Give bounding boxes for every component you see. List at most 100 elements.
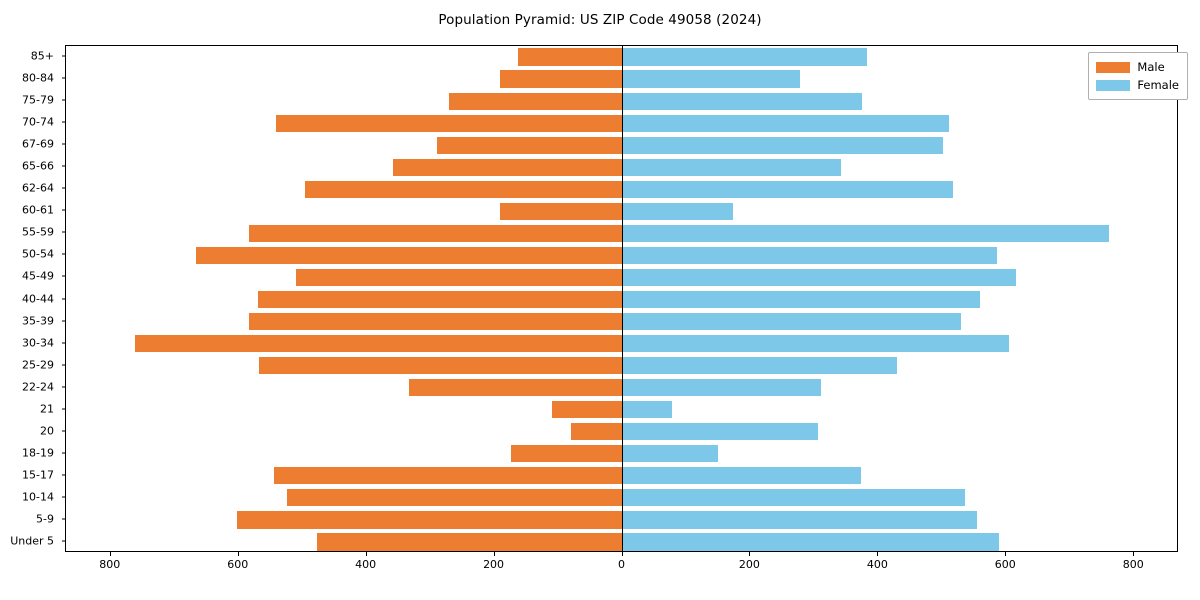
- x-axis-tick-label: 800: [99, 558, 121, 571]
- x-axis-tick-mark: [749, 552, 751, 556]
- bar-row: [66, 511, 1177, 529]
- bar-male[interactable]: [135, 334, 623, 353]
- bar-row: [66, 445, 1177, 463]
- y-axis-tick-mark: [61, 77, 65, 79]
- bar-male[interactable]: [248, 224, 623, 242]
- bar-male[interactable]: [499, 70, 623, 88]
- bar-female[interactable]: [622, 423, 818, 441]
- bar-male[interactable]: [437, 136, 623, 154]
- bar-female[interactable]: [622, 379, 821, 397]
- bar-female[interactable]: [622, 290, 981, 309]
- plot-area: [65, 45, 1178, 552]
- bar-female[interactable]: [622, 114, 949, 132]
- bar-row: [66, 48, 1177, 66]
- legend-swatch-icon: [1096, 79, 1131, 91]
- bar-row: [66, 357, 1177, 375]
- bar-male[interactable]: [552, 401, 623, 419]
- bar-male[interactable]: [286, 489, 623, 507]
- bar-row: [66, 246, 1177, 264]
- bar-female[interactable]: [622, 180, 953, 198]
- legend-entry[interactable]: Male: [1096, 58, 1179, 76]
- bar-male[interactable]: [408, 379, 623, 397]
- x-axis-tick-label: 400: [866, 558, 888, 571]
- bar-female[interactable]: [622, 224, 1109, 242]
- y-axis-tick-mark: [61, 231, 65, 233]
- bar-male[interactable]: [510, 445, 623, 463]
- bar-row: [66, 401, 1177, 419]
- bar-female[interactable]: [622, 334, 1009, 353]
- bar-male[interactable]: [517, 48, 623, 66]
- bar-male[interactable]: [273, 467, 623, 485]
- x-axis-tick-label: 200: [483, 558, 505, 571]
- y-axis-tick-mark: [61, 518, 65, 520]
- y-axis-tick-mark: [61, 408, 65, 410]
- legend-entry[interactable]: Female: [1096, 76, 1179, 94]
- bar-row: [66, 158, 1177, 176]
- bar-male[interactable]: [237, 511, 623, 529]
- bar-male[interactable]: [195, 246, 623, 264]
- y-axis-tick-label: 35-39: [22, 314, 54, 328]
- bar-male[interactable]: [258, 357, 623, 375]
- y-axis-tick-mark: [61, 187, 65, 189]
- bar-female[interactable]: [622, 202, 734, 220]
- y-axis-tick-label: 20: [40, 424, 54, 438]
- bar-female[interactable]: [622, 312, 961, 331]
- x-axis-tick-label: 200: [738, 558, 760, 571]
- x-axis-tick-mark: [365, 552, 367, 556]
- y-axis-tick-mark: [61, 430, 65, 432]
- bar-female[interactable]: [622, 467, 862, 485]
- y-axis-tick-label: 5-9: [36, 512, 54, 526]
- y-axis-tick-mark: [61, 99, 65, 101]
- y-axis-tick-label: 21: [40, 402, 54, 416]
- bar-row: [66, 290, 1177, 309]
- bar-female[interactable]: [622, 136, 943, 154]
- bar-row: [66, 312, 1177, 331]
- bar-male[interactable]: [248, 312, 623, 331]
- y-axis-tick-label: 85+: [30, 49, 54, 63]
- bar-male[interactable]: [317, 533, 623, 551]
- y-axis-tick-mark: [61, 386, 65, 388]
- y-axis-tick-mark: [61, 165, 65, 167]
- y-axis-tick-label: 40-44: [22, 292, 54, 305]
- bar-female[interactable]: [622, 48, 868, 66]
- y-axis-tick-label: 75-79: [22, 93, 54, 107]
- y-axis-tick-mark: [61, 143, 65, 145]
- y-axis-tick-label: 65-66: [22, 159, 54, 173]
- x-axis-tick-mark: [493, 552, 495, 556]
- legend-label: Female: [1137, 78, 1179, 92]
- bar-male[interactable]: [305, 180, 623, 198]
- bar-row: [66, 92, 1177, 110]
- bar-female[interactable]: [622, 268, 1016, 287]
- bar-female[interactable]: [622, 357, 897, 375]
- x-axis-tick-label: 800: [1122, 558, 1144, 571]
- y-axis-tick-label: 55-59: [22, 225, 54, 239]
- y-axis-tick-mark: [61, 253, 65, 255]
- bar-female[interactable]: [622, 401, 672, 419]
- y-axis-tick-mark: [61, 209, 65, 211]
- y-axis-tick-mark: [61, 121, 65, 123]
- bar-female[interactable]: [622, 92, 862, 110]
- bar-female[interactable]: [622, 246, 997, 264]
- legend-label: Male: [1137, 60, 1165, 74]
- bar-row: [66, 180, 1177, 198]
- bar-female[interactable]: [622, 533, 999, 551]
- chart-title: Population Pyramid: US ZIP Code 49058 (2…: [438, 12, 762, 28]
- bar-female[interactable]: [622, 445, 718, 463]
- y-axis-tick-label: 30-34: [22, 336, 54, 350]
- y-axis-tick-mark: [61, 540, 65, 542]
- bar-female[interactable]: [622, 70, 800, 88]
- bar-row: [66, 533, 1177, 551]
- y-axis-tick-label: 67-69: [22, 137, 54, 151]
- bar-male[interactable]: [275, 114, 623, 132]
- bar-male[interactable]: [499, 202, 623, 220]
- bar-male[interactable]: [448, 92, 623, 110]
- bar-female[interactable]: [622, 511, 977, 529]
- bar-male[interactable]: [392, 158, 623, 176]
- bar-female[interactable]: [622, 489, 965, 507]
- bar-female[interactable]: [622, 158, 841, 176]
- bar-male[interactable]: [295, 268, 623, 287]
- x-axis-tick-mark: [621, 552, 623, 556]
- y-axis-tick-mark: [61, 55, 65, 57]
- bar-male[interactable]: [570, 423, 623, 441]
- bar-male[interactable]: [257, 290, 623, 309]
